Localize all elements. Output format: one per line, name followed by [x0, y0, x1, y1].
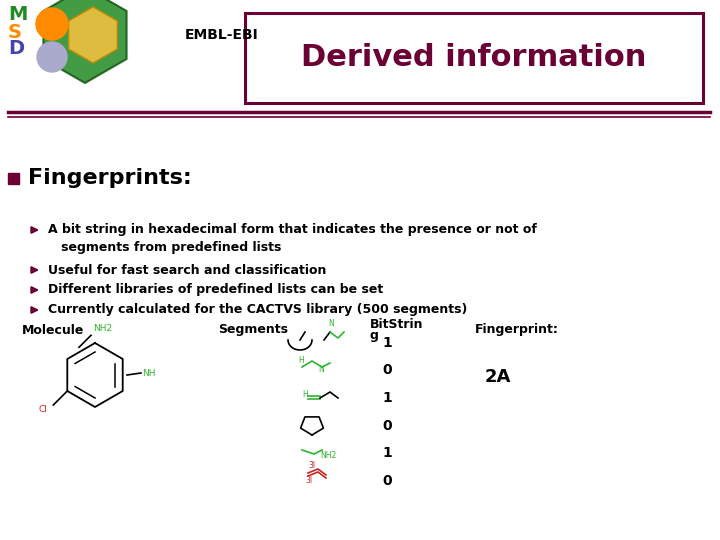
Circle shape — [36, 8, 68, 40]
Text: Fingerprints:: Fingerprints: — [28, 168, 192, 188]
Bar — [8, 173, 19, 184]
Text: Segments: Segments — [218, 323, 288, 336]
Text: Molecule: Molecule — [22, 323, 84, 336]
Text: Currently calculated for the CACTVS library (500 segments): Currently calculated for the CACTVS libr… — [48, 303, 467, 316]
Text: NH: NH — [142, 368, 156, 377]
Text: 0: 0 — [382, 474, 392, 488]
Text: N: N — [318, 365, 324, 374]
Text: A bit string in hexadecimal form that indicates the presence or not of: A bit string in hexadecimal form that in… — [48, 224, 537, 237]
Text: N: N — [328, 319, 334, 328]
Text: H: H — [298, 356, 304, 365]
Text: EMBL-EBI: EMBL-EBI — [185, 28, 258, 42]
Text: NH2: NH2 — [320, 451, 336, 460]
Text: Different libraries of predefined lists can be set: Different libraries of predefined lists … — [48, 284, 383, 296]
Polygon shape — [68, 7, 117, 63]
Text: 3l: 3l — [308, 461, 315, 470]
Text: 3l: 3l — [305, 476, 312, 485]
Circle shape — [37, 42, 67, 72]
Text: Useful for fast search and classification: Useful for fast search and classificatio… — [48, 264, 326, 276]
Text: 1: 1 — [382, 336, 392, 350]
Text: 1: 1 — [382, 391, 392, 405]
FancyBboxPatch shape — [245, 13, 703, 103]
Text: 1: 1 — [382, 446, 392, 460]
Text: NH2: NH2 — [93, 325, 112, 333]
Text: S: S — [8, 23, 22, 42]
Text: 0: 0 — [382, 363, 392, 377]
Text: 0: 0 — [382, 419, 392, 433]
Polygon shape — [43, 0, 127, 83]
Text: Derived information: Derived information — [301, 44, 647, 72]
Text: D: D — [8, 39, 24, 58]
Text: Fingerprint:: Fingerprint: — [475, 323, 559, 336]
Text: g: g — [370, 329, 379, 342]
Text: segments from predefined lists: segments from predefined lists — [48, 241, 282, 254]
Text: Cl: Cl — [39, 404, 48, 414]
Text: 2A: 2A — [485, 368, 511, 386]
Text: M: M — [8, 5, 27, 24]
Text: BitStrin: BitStrin — [370, 318, 423, 330]
Text: H: H — [302, 390, 307, 399]
